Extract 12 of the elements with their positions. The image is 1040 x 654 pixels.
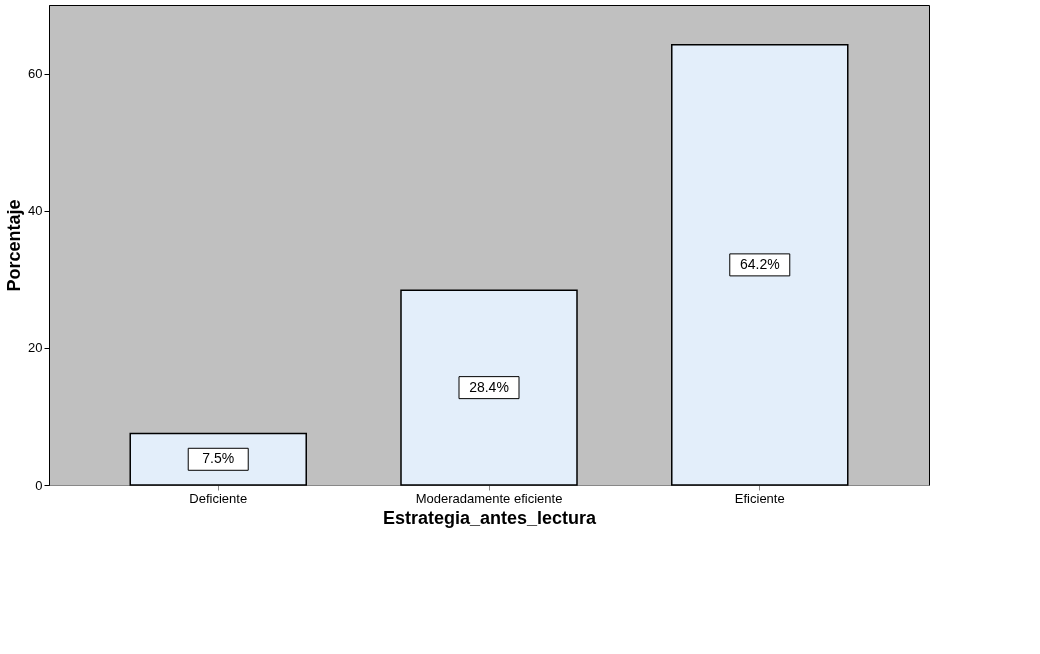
data-label: 64.2% <box>739 255 780 272</box>
data-label: 7.5% <box>202 450 235 467</box>
x-tick-label: Moderadamente eficiente <box>415 490 563 506</box>
y-tick-label: 0 <box>35 477 43 493</box>
x-axis-title: Estrategia_antes_lectura <box>382 507 598 528</box>
y-axis-title: Porcentaje <box>4 199 25 292</box>
x-tick-label: Deficiente <box>189 490 248 506</box>
data-label: 28.4% <box>469 378 509 395</box>
y-tick-label: 20 <box>28 340 43 356</box>
x-tick-label: Eficiente <box>734 490 785 506</box>
y-tick-label: 60 <box>28 66 43 82</box>
y-tick-label: 40 <box>28 203 43 219</box>
